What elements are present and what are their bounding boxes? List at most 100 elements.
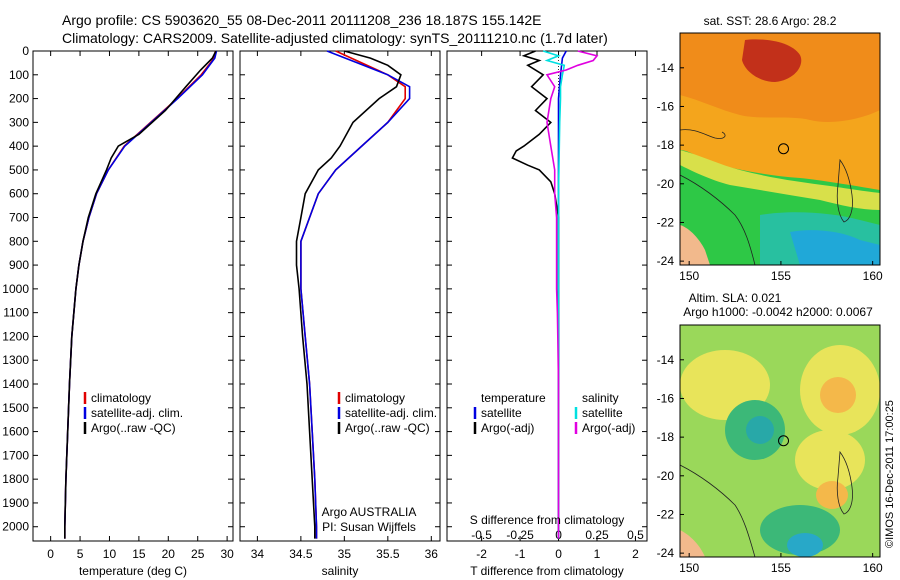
temperature-axes-frame xyxy=(32,50,234,542)
s-tick-label: 0.25 xyxy=(585,528,609,542)
y-tick-label: 1600 xyxy=(2,425,29,439)
temperature-diff-legend: temperature satellite Argo(-adj) xyxy=(473,391,546,435)
x-tick-label: 1 xyxy=(594,547,601,561)
series-line-satellite-adj-clim- xyxy=(300,50,411,539)
legend-temperature-header: temperature xyxy=(481,391,546,405)
y-tick-label: 1200 xyxy=(2,329,29,343)
legend-climatology: climatology xyxy=(345,391,405,405)
sla-high-region-3 xyxy=(795,430,865,490)
x-tick-label: 10 xyxy=(103,547,117,561)
sst-map-panel: sat. SST: 28.6 Argo: 28.2 150 155 160 -14 -1… xyxy=(657,14,883,283)
difference-axes-frame xyxy=(446,50,648,542)
y-tick-label: 1700 xyxy=(2,448,29,462)
sla-map-frame xyxy=(679,324,881,558)
argo-pi-label: PI: Susan Wijffels xyxy=(322,520,416,534)
legend-satellite: satellite-adj. clim. xyxy=(345,406,437,420)
x-tick-label: -1 xyxy=(515,547,526,561)
legend-t-argo: Argo(-adj) xyxy=(481,421,534,435)
temperature-panel: 0 5 10 15 20 25 300100200300400500600700800900… xyxy=(2,44,234,578)
x-tick-label: 35 xyxy=(338,547,352,561)
legend-s-satellite: satellite xyxy=(582,406,623,420)
y-tick-label: 0 xyxy=(22,44,29,58)
legend-argo: Argo(..raw -QC) xyxy=(91,421,176,435)
argo-program-label: Argo AUSTRALIA xyxy=(322,505,417,519)
y-tick-label: 2000 xyxy=(2,520,29,534)
sst-map-frame xyxy=(679,32,881,266)
sst-shelf-contour xyxy=(680,174,756,265)
y-tick-label: 200 xyxy=(9,92,29,106)
y-tick-label: 900 xyxy=(9,258,29,272)
salinity-legend: climatology satellite-adj. clim. Argo(..… xyxy=(337,391,437,435)
s-tick-label: -0.25 xyxy=(506,528,534,542)
x-tick-label: 2 xyxy=(632,547,639,561)
y-tick-label: 500 xyxy=(9,163,29,177)
x-tick-label: 30 xyxy=(220,547,234,561)
map-y-tick-label: -22 xyxy=(657,215,675,229)
salinity-xlabel: salinity xyxy=(322,564,359,578)
map-y-tick-label: -24 xyxy=(657,254,675,268)
sla-map-title: Altim. SLA: 0.021 xyxy=(689,291,782,305)
map-y-tick-label: -16 xyxy=(657,391,675,405)
map-y-tick-label: -20 xyxy=(657,177,675,191)
x-tick-label: 36 xyxy=(425,547,439,561)
sst-coolest-band xyxy=(790,230,880,265)
figure-subtitle: Climatology: CARS2009. Satellite-adjuste… xyxy=(62,30,608,46)
salinity-axes-frame xyxy=(239,50,441,542)
y-tick-label: 700 xyxy=(9,211,29,225)
map-x-tick-label: 155 xyxy=(771,561,791,575)
map-y-tick-label: -22 xyxy=(657,507,675,521)
series-line-salinity-satellite xyxy=(542,50,566,539)
sla-trough-2 xyxy=(787,533,823,557)
sst-reef-contour-2 xyxy=(680,129,726,139)
sla-coastline-land xyxy=(680,530,705,557)
x-tick-label: 35.5 xyxy=(376,547,400,561)
y-tick-label: 300 xyxy=(9,115,29,129)
salinity-diff-legend: salinity satellite Argo(-adj) xyxy=(574,391,635,435)
y-tick-label: 1000 xyxy=(2,282,29,296)
series-line-argo-raw-qc- xyxy=(295,50,402,539)
sla-map-image xyxy=(680,325,880,557)
legend-t-satellite: satellite xyxy=(481,406,522,420)
legend-salinity-header: salinity xyxy=(582,391,619,405)
map-x-tick-label: 150 xyxy=(679,269,699,283)
legend-argo: Argo(..raw -QC) xyxy=(345,421,430,435)
y-tick-label: 1400 xyxy=(2,377,29,391)
x-tick-label: -2 xyxy=(476,547,487,561)
map-x-tick-label: 155 xyxy=(771,269,791,283)
imos-credit: ©IMOS 16-Dec-2011 17:00:25 xyxy=(884,400,896,548)
sla-peak-2 xyxy=(816,481,848,509)
y-tick-label: 1800 xyxy=(2,472,29,486)
y-tick-label: 1900 xyxy=(2,496,29,510)
y-tick-label: 100 xyxy=(9,68,29,82)
salinity-panel: 34 34.5 35 35.5 36 climatology satellite-adj… xyxy=(239,50,441,578)
legend-s-argo: Argo(-adj) xyxy=(582,421,635,435)
x-tick-label: 5 xyxy=(77,547,84,561)
x-tick-label: 15 xyxy=(132,547,146,561)
x-tick-label: 0 xyxy=(47,547,54,561)
s-tick-label: -0.5 xyxy=(471,528,492,542)
map-x-tick-label: 160 xyxy=(863,269,883,283)
sst-map-title: sat. SST: 28.6 Argo: 28.2 xyxy=(704,14,837,28)
x-tick-label: 0 xyxy=(555,547,562,561)
difference-panel: -2 -1 0 1 2-0.5 -0.25 0 0.25 0.5 temperature sat… xyxy=(446,50,648,578)
x-tick-label: 25 xyxy=(191,547,205,561)
argo-location-marker xyxy=(778,143,790,155)
map-x-tick-label: 160 xyxy=(863,561,883,575)
sst-hotspot xyxy=(742,39,802,82)
map-y-tick-label: -24 xyxy=(657,546,675,560)
sla-shelf-contour xyxy=(680,464,756,557)
map-y-tick-label: -14 xyxy=(657,353,675,367)
y-tick-label: 600 xyxy=(9,187,29,201)
legend-climatology: climatology xyxy=(91,391,151,405)
y-tick-label: 400 xyxy=(9,139,29,153)
y-tick-label: 800 xyxy=(9,234,29,248)
temperature-xlabel: temperature (deg C) xyxy=(79,564,187,578)
sla-map-subtitle: Argo h1000: -0.0042 h2000: 0.0067 xyxy=(683,305,873,319)
series-line-argo-raw-qc- xyxy=(64,50,217,539)
temperature-legend: climatology satellite-adj. clim. Argo(..… xyxy=(83,391,183,435)
argo-location-marker xyxy=(778,435,790,447)
y-tick-label: 1100 xyxy=(3,306,29,320)
y-tick-label: 1300 xyxy=(2,353,29,367)
sst-reef-contour xyxy=(836,158,853,223)
